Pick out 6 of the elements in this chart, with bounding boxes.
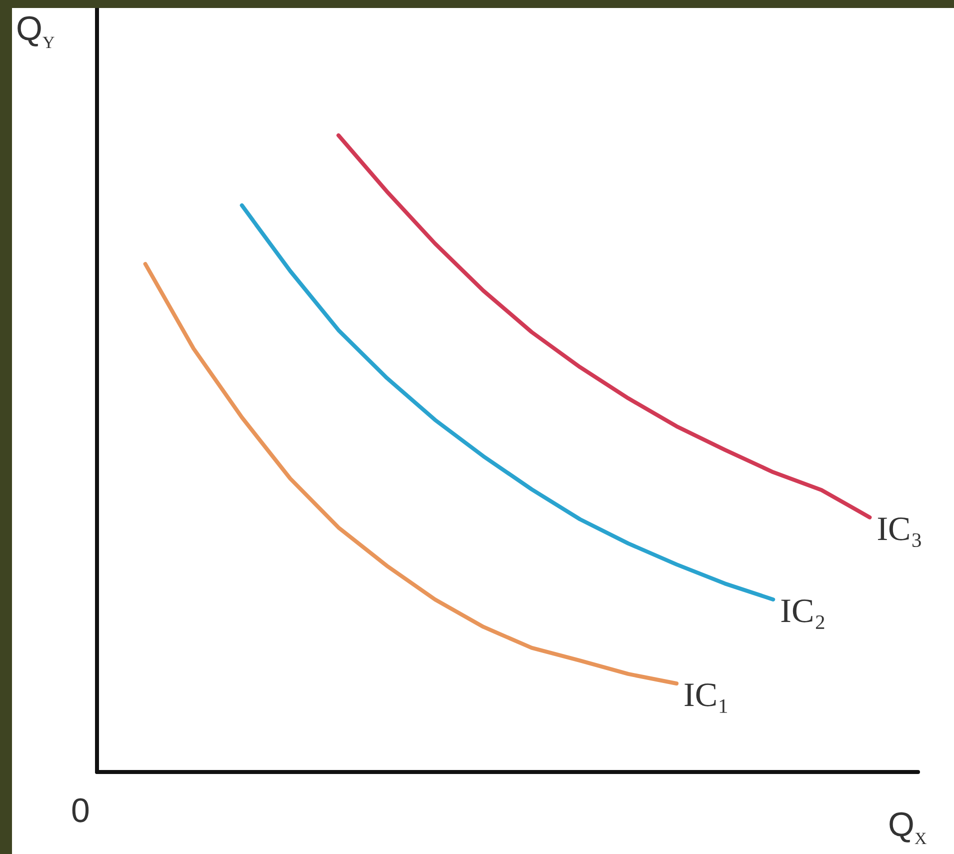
x-axis-title: Q$_{X}$ bbox=[888, 806, 927, 848]
series-label: IC₃ bbox=[876, 510, 923, 548]
y-axis-title: Q$_{Y}$ bbox=[16, 10, 55, 52]
text: 0 bbox=[71, 792, 90, 830]
series-label: IC₂ bbox=[780, 592, 826, 630]
series-label: IC₁ bbox=[684, 677, 730, 714]
